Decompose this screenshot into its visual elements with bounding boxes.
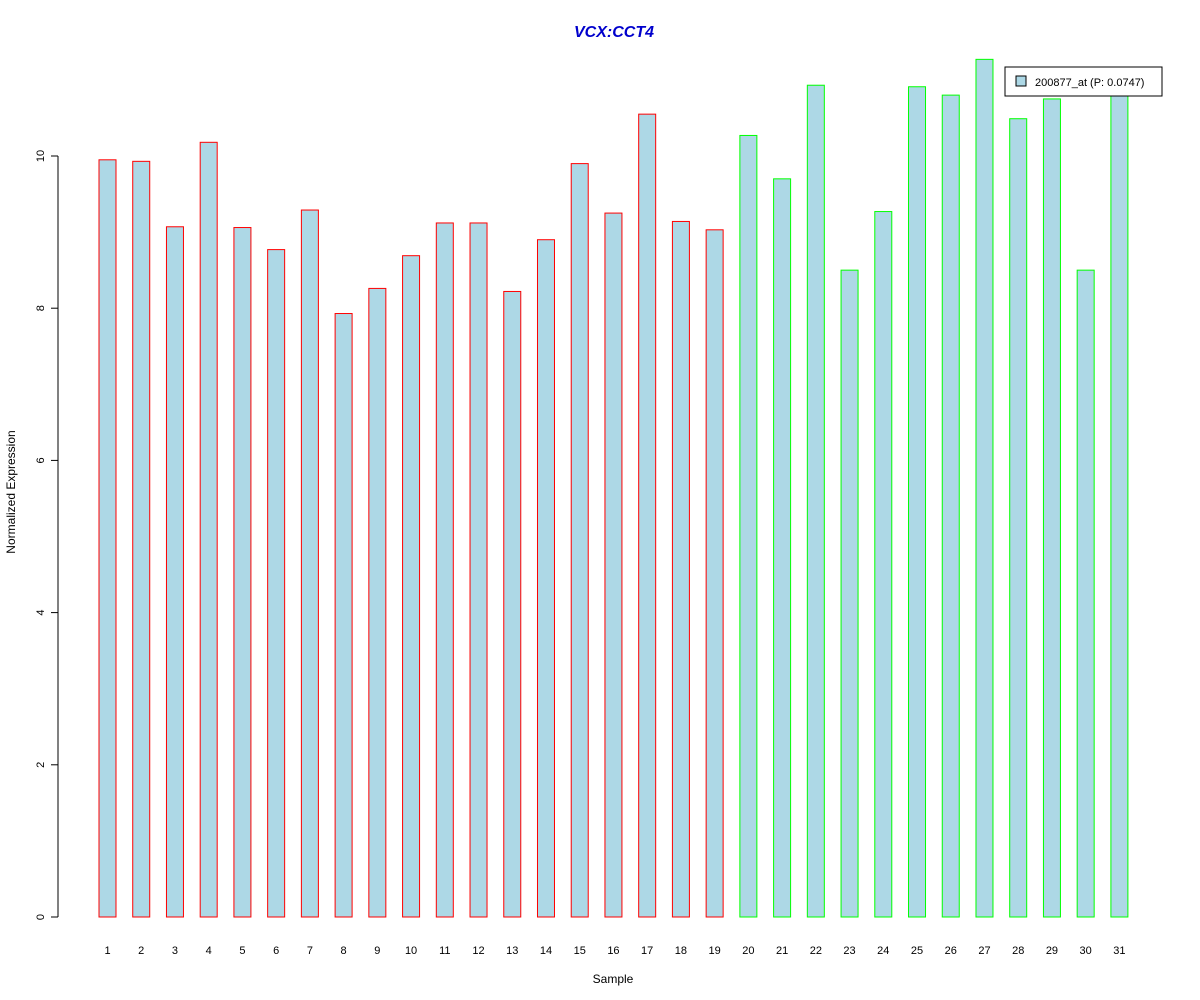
x-tick-label: 14 <box>540 945 552 957</box>
bars-group <box>98 58 1129 918</box>
x-tick-label: 19 <box>709 945 721 957</box>
x-tick-label: 21 <box>776 945 788 957</box>
bar <box>368 287 387 918</box>
x-tick-label: 5 <box>239 945 245 957</box>
x-tick-label: 2 <box>138 945 144 957</box>
bar <box>570 163 589 918</box>
bar <box>671 220 690 918</box>
x-tick-label: 12 <box>472 945 484 957</box>
chart-title: VCX:CCT4 <box>574 24 654 41</box>
legend: 200877_at (P: 0.0747) <box>1004 66 1163 97</box>
bar <box>435 222 454 918</box>
x-tick-label: 27 <box>978 945 990 957</box>
x-tick-label: 18 <box>675 945 687 957</box>
bar <box>334 313 353 918</box>
x-axis-label: Sample <box>593 972 634 986</box>
x-tick-label: 6 <box>273 945 279 957</box>
x-tick-label: 20 <box>742 945 754 957</box>
bar <box>300 209 319 918</box>
bar <box>165 226 184 918</box>
legend-swatch <box>1015 75 1027 87</box>
bar <box>469 222 488 918</box>
y-tick-label: 6 <box>35 457 47 463</box>
x-tick-label: 26 <box>945 945 957 957</box>
bar <box>908 86 927 918</box>
bar <box>402 255 421 918</box>
bar <box>267 249 286 918</box>
bar <box>638 113 657 918</box>
x-tick-label: 24 <box>877 945 889 957</box>
bar <box>739 134 758 918</box>
x-tick-label: 11 <box>439 945 450 957</box>
bar <box>874 211 893 918</box>
x-tick-label: 30 <box>1080 945 1092 957</box>
x-tick-label: 10 <box>405 945 417 957</box>
bar <box>941 94 960 918</box>
bar <box>1076 269 1095 918</box>
x-tick-label: 22 <box>810 945 822 957</box>
legend-box <box>1004 66 1163 97</box>
x-tick-label: 29 <box>1046 945 1058 957</box>
bar <box>773 178 792 918</box>
x-tick-label: 31 <box>1113 945 1125 957</box>
x-tick-label: 3 <box>172 945 178 957</box>
bar <box>536 239 555 918</box>
bar <box>233 227 252 918</box>
bar <box>503 290 522 918</box>
x-tick-labels: 1 2 3 4 5 6 7 8 9 10 11 12 13 14 15 16 17 18 19 20 21 22 23 24 2… <box>104 945 1125 957</box>
bar <box>806 84 825 918</box>
bar <box>1042 98 1061 918</box>
bar <box>1009 118 1028 918</box>
bar <box>975 58 994 918</box>
x-tick-label: 23 <box>843 945 855 957</box>
y-tick-label: 8 <box>35 305 47 311</box>
y-axis: 0 2 4 6 8 10 <box>35 150 59 920</box>
x-tick-label: 8 <box>341 945 347 957</box>
x-tick-label: 7 <box>307 945 313 957</box>
bar <box>199 141 218 918</box>
x-tick-label: 25 <box>911 945 923 957</box>
y-tick-label: 10 <box>35 150 47 162</box>
x-tick-label: 16 <box>607 945 619 957</box>
x-tick-label: 1 <box>104 945 110 957</box>
bar <box>98 159 117 918</box>
bar <box>604 212 623 918</box>
bar <box>132 160 151 918</box>
y-tick-label: 2 <box>35 762 47 768</box>
x-tick-label: 4 <box>206 945 212 957</box>
x-tick-label: 13 <box>506 945 518 957</box>
y-axis-label: Normalized Expression <box>4 430 18 553</box>
legend-entry-label: 200877_at (P: 0.0747) <box>1035 77 1144 89</box>
x-tick-label: 17 <box>641 945 653 957</box>
bar <box>1110 94 1129 918</box>
y-tick-label: 4 <box>35 610 47 616</box>
x-tick-label: 15 <box>574 945 586 957</box>
x-tick-label: 28 <box>1012 945 1024 957</box>
x-tick-label: 9 <box>374 945 380 957</box>
bar <box>840 269 859 918</box>
y-tick-label: 0 <box>35 914 47 920</box>
bar <box>705 229 724 918</box>
